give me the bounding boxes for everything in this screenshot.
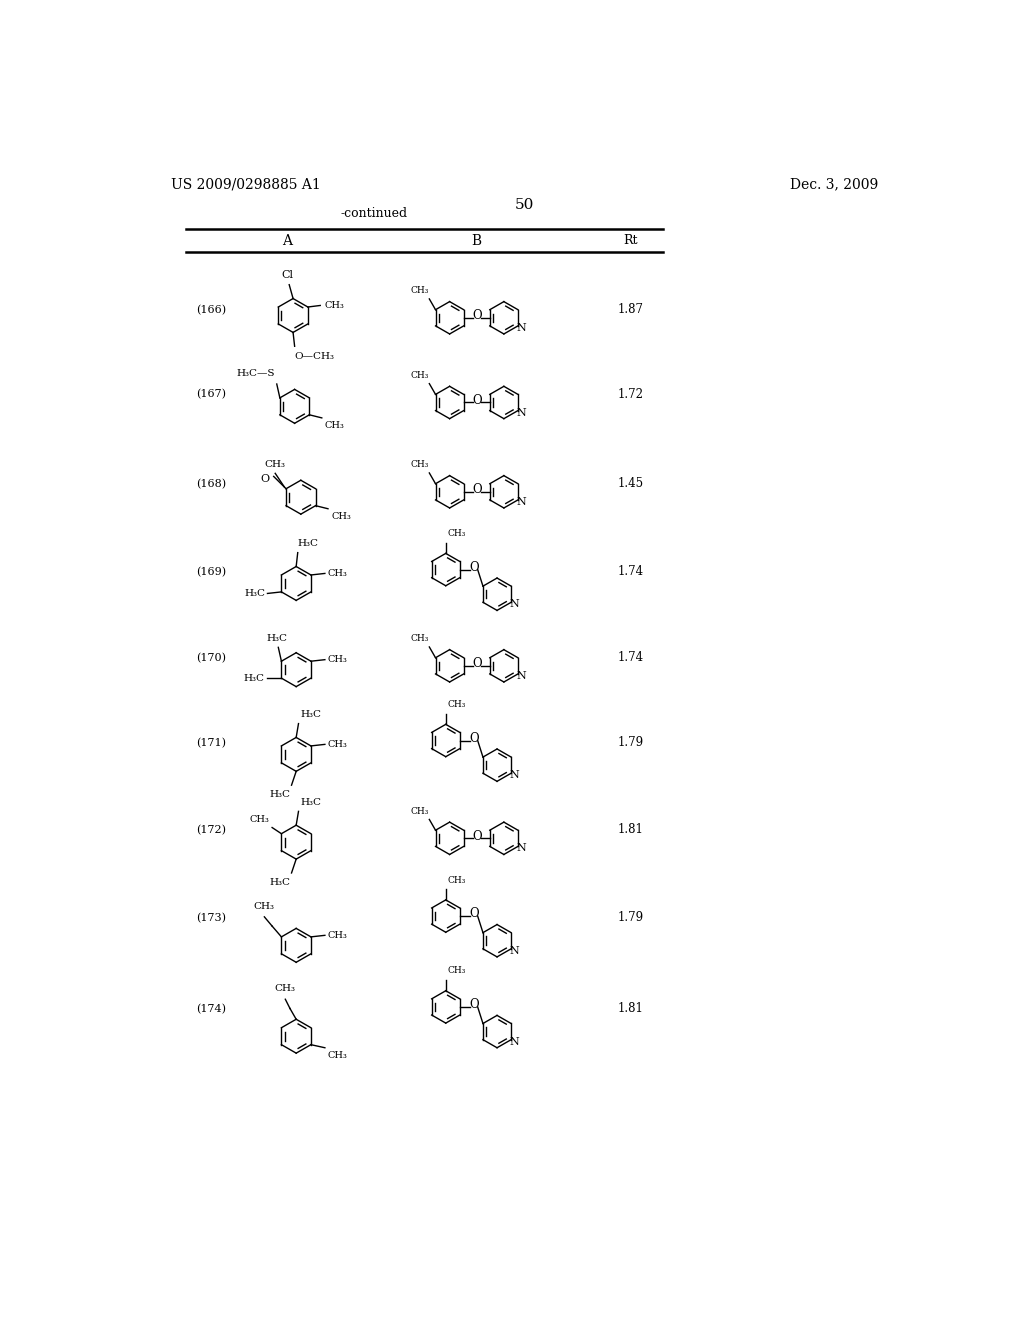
Text: O—CH₃: O—CH₃	[295, 352, 335, 362]
Text: CH₃: CH₃	[265, 459, 286, 469]
Text: N: N	[516, 843, 526, 853]
Text: (170): (170)	[197, 653, 226, 663]
Text: N: N	[510, 945, 519, 956]
Text: CH₃: CH₃	[447, 529, 466, 539]
Text: (171): (171)	[197, 738, 226, 747]
Text: N: N	[510, 770, 519, 780]
Text: H₃C: H₃C	[269, 789, 290, 799]
Text: CH₃: CH₃	[325, 301, 345, 310]
Text: Rt: Rt	[623, 234, 638, 247]
Text: O: O	[260, 474, 269, 484]
Text: H₃C: H₃C	[266, 634, 288, 643]
Text: O: O	[469, 561, 478, 574]
Text: CH₃: CH₃	[325, 421, 345, 430]
Text: CH₃: CH₃	[411, 286, 429, 296]
Text: CH₃: CH₃	[411, 807, 429, 816]
Text: O: O	[472, 309, 481, 322]
Text: CH₃: CH₃	[328, 569, 348, 578]
Text: CH₃: CH₃	[254, 902, 274, 911]
Text: A: A	[282, 234, 292, 248]
Text: O: O	[472, 483, 481, 496]
Text: CH₃: CH₃	[328, 741, 348, 748]
Text: (174): (174)	[197, 1003, 226, 1014]
Text: O: O	[469, 998, 478, 1011]
Text: 1.79: 1.79	[617, 735, 643, 748]
Text: N: N	[510, 1036, 519, 1047]
Text: H₃C—S: H₃C—S	[237, 368, 275, 378]
Text: 1.74: 1.74	[617, 651, 643, 664]
Text: (172): (172)	[197, 825, 226, 836]
Text: H₃C: H₃C	[244, 673, 264, 682]
Text: (169): (169)	[197, 566, 226, 577]
Text: N: N	[516, 671, 526, 681]
Text: CH₃: CH₃	[447, 700, 466, 709]
Text: CH₃: CH₃	[331, 512, 351, 521]
Text: CH₃: CH₃	[411, 461, 429, 469]
Text: B: B	[472, 234, 482, 248]
Text: CH₃: CH₃	[328, 931, 348, 940]
Text: 1.72: 1.72	[617, 388, 643, 400]
Text: 1.45: 1.45	[617, 477, 643, 490]
Text: CH₃: CH₃	[328, 655, 348, 664]
Text: N: N	[516, 323, 526, 333]
Text: (167): (167)	[197, 389, 226, 400]
Text: CH₃: CH₃	[447, 966, 466, 975]
Text: 50: 50	[515, 198, 535, 213]
Text: US 2009/0298885 A1: US 2009/0298885 A1	[171, 178, 321, 191]
Text: Cl: Cl	[282, 271, 294, 280]
Text: CH₃: CH₃	[411, 371, 429, 380]
Text: 1.81: 1.81	[617, 1002, 643, 1015]
Text: CH₃: CH₃	[249, 816, 269, 825]
Text: CH₃: CH₃	[447, 875, 466, 884]
Text: CH₃: CH₃	[274, 985, 296, 993]
Text: (173): (173)	[197, 913, 226, 923]
Text: O: O	[469, 731, 478, 744]
Text: 1.81: 1.81	[617, 824, 643, 837]
Text: O: O	[472, 393, 481, 407]
Text: 1.74: 1.74	[617, 565, 643, 578]
Text: O: O	[469, 907, 478, 920]
Text: CH₃: CH₃	[328, 1051, 348, 1060]
Text: (168): (168)	[197, 479, 226, 488]
Text: N: N	[516, 496, 526, 507]
Text: H₃C: H₃C	[269, 878, 290, 887]
Text: N: N	[510, 599, 519, 610]
Text: (166): (166)	[197, 305, 226, 315]
Text: H₃C: H₃C	[245, 589, 266, 598]
Text: Dec. 3, 2009: Dec. 3, 2009	[790, 178, 879, 191]
Text: H₃C: H₃C	[298, 539, 318, 548]
Text: H₃C: H₃C	[300, 797, 322, 807]
Text: O: O	[472, 829, 481, 842]
Text: -continued: -continued	[341, 207, 408, 220]
Text: N: N	[516, 408, 526, 417]
Text: O: O	[472, 657, 481, 671]
Text: H₃C: H₃C	[300, 710, 322, 719]
Text: CH₃: CH₃	[411, 634, 429, 643]
Text: 1.79: 1.79	[617, 911, 643, 924]
Text: 1.87: 1.87	[617, 302, 643, 315]
